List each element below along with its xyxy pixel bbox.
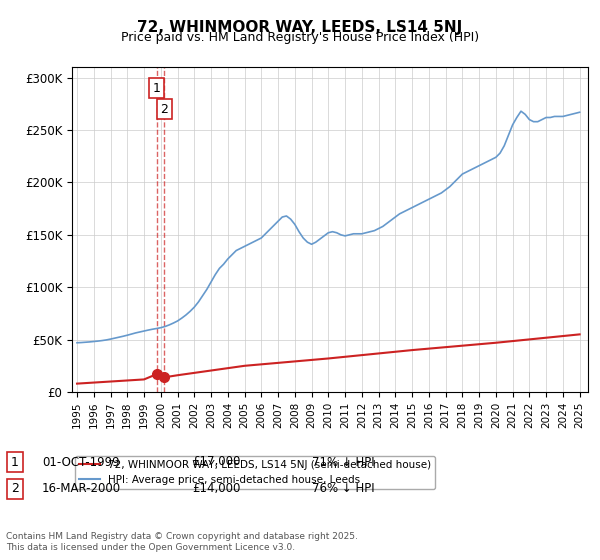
Text: 72, WHINMOOR WAY, LEEDS, LS14 5NJ: 72, WHINMOOR WAY, LEEDS, LS14 5NJ <box>137 20 463 35</box>
Text: 01-OCT-1999: 01-OCT-1999 <box>42 455 119 469</box>
Text: Contains HM Land Registry data © Crown copyright and database right 2025.
This d: Contains HM Land Registry data © Crown c… <box>6 532 358 552</box>
Text: 16-MAR-2000: 16-MAR-2000 <box>42 482 121 496</box>
Text: Price paid vs. HM Land Registry's House Price Index (HPI): Price paid vs. HM Land Registry's House … <box>121 31 479 44</box>
Text: 1: 1 <box>152 82 161 95</box>
Text: £17,000: £17,000 <box>192 455 241 469</box>
Text: 1: 1 <box>11 455 19 469</box>
Text: £14,000: £14,000 <box>192 482 241 496</box>
Text: 2: 2 <box>11 482 19 496</box>
Text: 2: 2 <box>160 102 168 115</box>
Text: 71% ↓ HPI: 71% ↓ HPI <box>312 455 374 469</box>
Text: 76% ↓ HPI: 76% ↓ HPI <box>312 482 374 496</box>
Legend: 72, WHINMOOR WAY, LEEDS, LS14 5NJ (semi-detached house), HPI: Average price, sem: 72, WHINMOOR WAY, LEEDS, LS14 5NJ (semi-… <box>74 456 435 489</box>
